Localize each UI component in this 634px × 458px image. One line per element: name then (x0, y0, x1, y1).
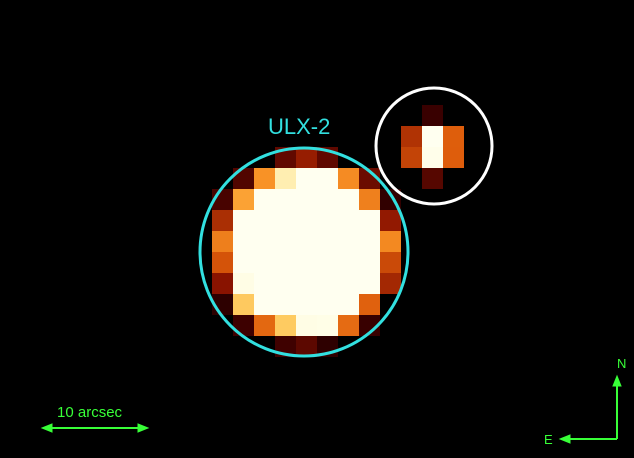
image-pixel (233, 231, 254, 252)
image-pixel (254, 210, 275, 231)
image-pixel (275, 273, 296, 294)
companion-source-circle (374, 86, 494, 206)
image-pixel (275, 252, 296, 273)
image-pixel (296, 147, 317, 168)
image-pixel (296, 168, 317, 189)
image-pixel (254, 273, 275, 294)
image-pixel (422, 126, 443, 147)
image-pixel (296, 294, 317, 315)
image-pixel (275, 231, 296, 252)
image-pixel (233, 294, 254, 315)
image-pixel (254, 252, 275, 273)
image-pixel (338, 294, 359, 315)
image-pixel (338, 210, 359, 231)
image-pixel (359, 210, 380, 231)
image-pixel (254, 315, 275, 336)
image-pixel (212, 273, 233, 294)
image-pixel (359, 294, 380, 315)
image-pixel (275, 168, 296, 189)
scale-bar-label: 10 arcsec (57, 404, 123, 421)
image-pixel (338, 231, 359, 252)
image-pixel (422, 147, 443, 168)
image-pixel (338, 273, 359, 294)
image-pixel (254, 168, 275, 189)
image-pixel (212, 231, 233, 252)
image-pixel (296, 336, 317, 357)
image-pixel (401, 147, 422, 168)
compass-north-label: N (617, 356, 627, 371)
image-pixel (317, 189, 338, 210)
image-pixel (296, 210, 317, 231)
image-pixel (317, 231, 338, 252)
image-pixel (296, 189, 317, 210)
image-pixel (275, 294, 296, 315)
image-pixel (338, 252, 359, 273)
image-pixel (233, 210, 254, 231)
image-pixel (254, 189, 275, 210)
image-pixel (317, 315, 338, 336)
image-pixel (422, 105, 443, 126)
image-pixel (443, 147, 464, 168)
image-pixel (317, 273, 338, 294)
scale-bar (40, 423, 150, 433)
image-pixel (254, 231, 275, 252)
image-pixel (296, 252, 317, 273)
image-pixel (380, 231, 401, 252)
image-pixel (359, 273, 380, 294)
image-pixel (233, 252, 254, 273)
ulx2-label: ULX-2 (268, 114, 331, 139)
compass-arrows (558, 374, 622, 444)
image-pixel (275, 315, 296, 336)
image-pixel (359, 252, 380, 273)
image-pixel (359, 168, 380, 189)
image-pixel (317, 252, 338, 273)
image-pixel (275, 210, 296, 231)
image-pixel (296, 315, 317, 336)
image-pixel (275, 189, 296, 210)
image-pixel (212, 252, 233, 273)
image-pixel (233, 273, 254, 294)
east-arrow-head (558, 434, 571, 444)
image-pixel (254, 294, 275, 315)
image-pixel (317, 210, 338, 231)
image-pixel (338, 189, 359, 210)
image-pixel (380, 252, 401, 273)
image-pixel (317, 168, 338, 189)
image-pixel (422, 168, 443, 189)
image-pixel (233, 189, 254, 210)
image-pixel (401, 126, 422, 147)
image-pixel (380, 210, 401, 231)
image-pixel (296, 273, 317, 294)
image-pixel (359, 231, 380, 252)
ulx2-region-circle (198, 146, 410, 358)
image-pixel (443, 126, 464, 147)
north-arrow-head (612, 374, 622, 387)
image-pixel (380, 273, 401, 294)
image-pixel (212, 210, 233, 231)
image-pixel (338, 168, 359, 189)
image-pixel (317, 294, 338, 315)
image-pixel (296, 231, 317, 252)
compass-east-label: E (544, 432, 553, 447)
image-pixel (359, 315, 380, 336)
image-pixel (338, 315, 359, 336)
image-pixel (359, 189, 380, 210)
